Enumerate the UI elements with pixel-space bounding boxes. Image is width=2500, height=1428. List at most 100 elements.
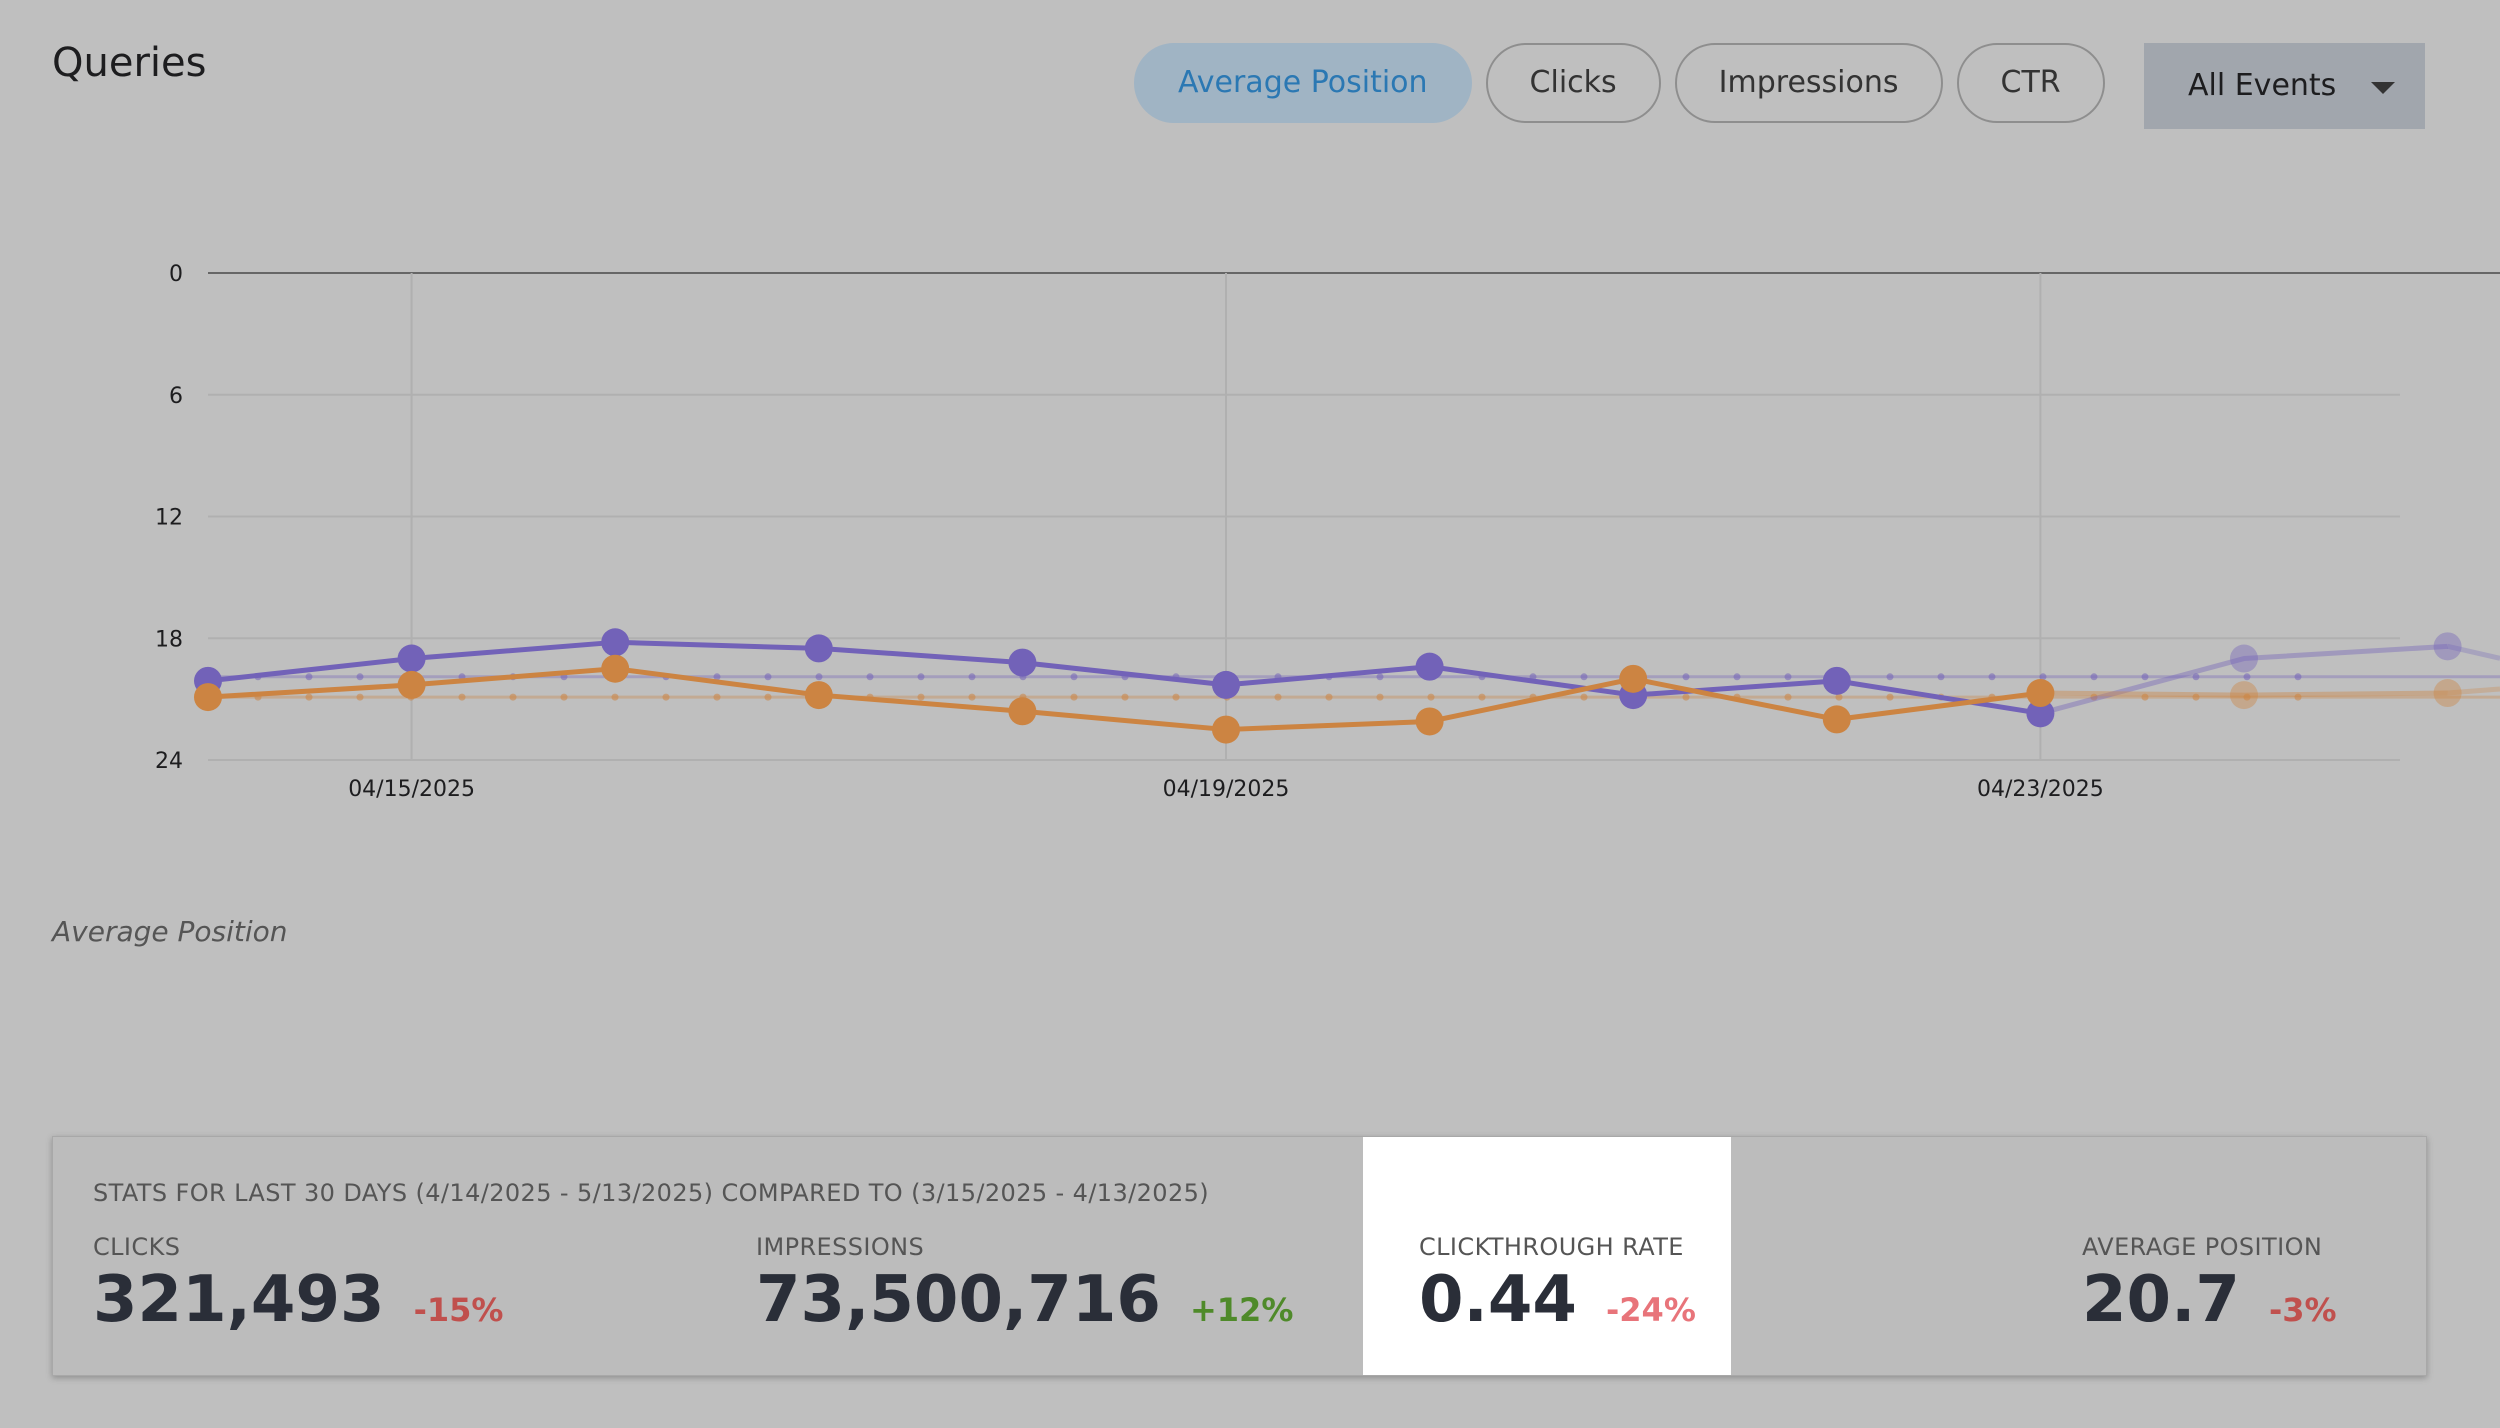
- chart-axis-labels: 0 6 12 18 24 04/15/2025 04/19/2025 04/23/2025: [155, 262, 2104, 802]
- reference-dot: [1325, 693, 1333, 701]
- reference-dot: [1784, 693, 1792, 701]
- y-tick-label: 24: [155, 749, 183, 774]
- reference-dot: [2090, 693, 2098, 701]
- chart-caption: Average Position: [52, 915, 288, 948]
- page-title: Queries: [52, 40, 207, 86]
- series-line-projection: [2039, 643, 2448, 716]
- stat-value: 321,493: [93, 1263, 385, 1337]
- series-point: [601, 654, 630, 683]
- reference-dot: [764, 693, 772, 701]
- series-point: [1415, 707, 1444, 736]
- stat-value: 73,500,716: [756, 1263, 1161, 1337]
- reference-dot: [509, 693, 517, 701]
- stat-average-position: AVERAGE POSITION 20.7 -3%: [2082, 1233, 2337, 1337]
- stat-label: CLICKS: [93, 1233, 181, 1261]
- reference-dot: [764, 673, 772, 681]
- average-position-chart: 0 6 12 18 24 04/15/2025 04/19/2025 04/23/2025: [155, 262, 2500, 802]
- chart-reference-lines: [208, 673, 2500, 701]
- series-point: [2230, 681, 2258, 710]
- reference-dot: [662, 693, 670, 701]
- series-point: [804, 681, 833, 710]
- tab-average-position[interactable]: Average Position: [1134, 43, 1472, 123]
- stat-change: -3%: [2269, 1291, 2337, 1329]
- stat-clickthrough-rate[interactable]: CLICKTHROUGH RATE 0.44 -24%: [1363, 1137, 1731, 1375]
- reference-dot: [1070, 673, 1078, 681]
- x-tick-label: 04/19/2025: [1163, 777, 1290, 802]
- reference-dot: [1733, 673, 1741, 681]
- tab-impressions[interactable]: Impressions: [1674, 43, 1943, 123]
- series-line: [207, 666, 2041, 733]
- reference-dot: [1376, 693, 1384, 701]
- y-tick-label: 18: [155, 627, 183, 652]
- chevron-down-icon: [2371, 82, 2395, 94]
- chart-grid: [208, 272, 2500, 761]
- tab-clicks[interactable]: Clicks: [1485, 43, 1661, 123]
- reference-dot: [2243, 693, 2251, 701]
- reference-dot: [305, 673, 313, 681]
- series-point: [2433, 679, 2462, 708]
- series-point: [1008, 648, 1037, 677]
- reference-dot: [1784, 673, 1792, 681]
- series-point: [601, 628, 630, 657]
- reference-dot: [458, 693, 466, 701]
- event-filter-dropdown[interactable]: All Events: [2144, 43, 2425, 129]
- series-point: [1008, 697, 1037, 726]
- y-tick-label: 0: [169, 262, 183, 287]
- reference-dot: [1682, 673, 1690, 681]
- stat-label: IMPRESSIONS: [756, 1233, 925, 1261]
- y-tick-label: 12: [155, 506, 183, 531]
- reference-dot: [1376, 673, 1384, 681]
- reference-dot: [1274, 693, 1282, 701]
- reference-dot: [2090, 673, 2098, 681]
- metric-tabs: Average Position Clicks Impressions CTR: [1134, 43, 2105, 123]
- series-point: [397, 644, 426, 673]
- reference-dot: [1886, 693, 1894, 701]
- reference-dot: [356, 693, 364, 701]
- reference-dot: [1937, 673, 1945, 681]
- x-tick-label: 04/23/2025: [1977, 777, 2104, 802]
- reference-dot: [1121, 693, 1129, 701]
- series-point: [1415, 652, 1444, 681]
- series-point: [1619, 664, 1648, 693]
- series-point: [1822, 705, 1851, 734]
- reference-dot: [560, 693, 568, 701]
- stats-panel: STATS FOR LAST 30 DAYS (4/14/2025 - 5/13…: [52, 1136, 2427, 1376]
- reference-dot: [1070, 693, 1078, 701]
- reference-dot: [2039, 673, 2047, 681]
- series-line-tail: [2447, 686, 2500, 696]
- stat-change: +12%: [1189, 1291, 1294, 1329]
- series-line-tail: [2447, 643, 2500, 661]
- series-point: [1212, 715, 1240, 744]
- reference-dot: [2243, 673, 2251, 681]
- series-point: [2026, 699, 2055, 728]
- series-point: [194, 683, 222, 712]
- reference-dot: [305, 693, 313, 701]
- stat-label: CLICKTHROUGH RATE: [1419, 1233, 1684, 1261]
- reference-dot: [1682, 693, 1690, 701]
- series-point: [397, 670, 426, 699]
- stat-clicks: CLICKS 321,493 -15%: [93, 1233, 503, 1337]
- x-tick-label: 04/15/2025: [348, 777, 475, 802]
- series-point: [804, 634, 833, 663]
- event-filter-value: All Events: [2188, 68, 2337, 103]
- reference-dot: [1886, 673, 1894, 681]
- reference-dot: [713, 673, 721, 681]
- stat-change: -15%: [413, 1291, 504, 1329]
- reference-dot: [1988, 673, 1996, 681]
- tab-ctr[interactable]: CTR: [1956, 43, 2105, 123]
- reference-dot: [917, 693, 925, 701]
- series-point: [2230, 644, 2258, 673]
- reference-dot: [356, 673, 364, 681]
- reference-dot: [2294, 673, 2302, 681]
- series-point: [1212, 670, 1240, 699]
- reference-dot: [1580, 673, 1588, 681]
- stat-value: 0.44: [1419, 1263, 1577, 1337]
- reference-dot: [2141, 693, 2149, 701]
- reference-dot: [1427, 693, 1435, 701]
- series-point: [2433, 632, 2462, 661]
- series-point: [2026, 679, 2055, 708]
- reference-dot: [866, 673, 874, 681]
- stat-value: 20.7: [2082, 1263, 2240, 1337]
- stat-impressions: IMPRESSIONS 73,500,716 +12%: [756, 1233, 1293, 1337]
- reference-dot: [611, 693, 619, 701]
